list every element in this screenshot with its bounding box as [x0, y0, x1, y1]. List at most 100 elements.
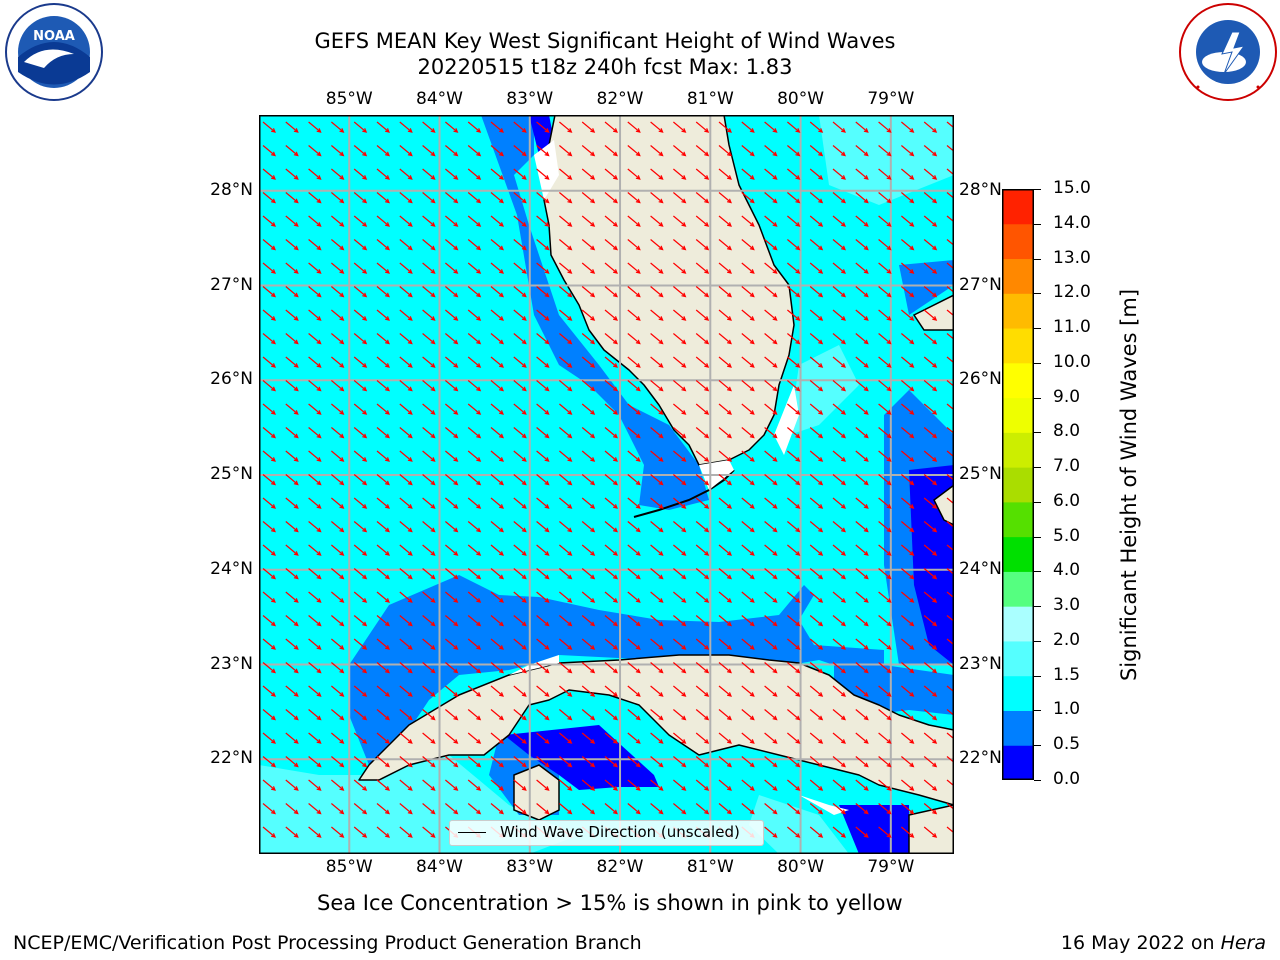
- wind-arrow: [695, 497, 710, 509]
- wind-arrow: [878, 427, 892, 439]
- wind-arrow: [673, 685, 687, 697]
- wind-arrow: [878, 262, 892, 274]
- lon-tick-label-top: 80°W: [777, 89, 825, 109]
- wind-arrow: [467, 497, 482, 509]
- wind-arrow: [513, 450, 527, 462]
- wind-arrow: [627, 544, 641, 556]
- wind-arrow: [787, 615, 801, 627]
- wind-arrow: [262, 685, 276, 697]
- colorbar-segment: [1002, 467, 1034, 503]
- wind-arrow: [581, 121, 596, 133]
- colorbar-tick-mark: [1034, 571, 1041, 573]
- wind-arrow: [695, 403, 710, 415]
- wind-arrow: [901, 638, 915, 650]
- wind-arrow: [262, 544, 276, 556]
- wind-arrow: [422, 497, 436, 509]
- wind-arrow: [604, 521, 618, 533]
- wind-arrow: [536, 168, 550, 180]
- wind-arrow: [308, 638, 322, 650]
- wind-arrow: [559, 427, 573, 439]
- wind-arrow: [376, 615, 390, 627]
- wind-arrow: [604, 286, 618, 298]
- wind-arrow: [559, 544, 573, 556]
- wind-arrow: [285, 403, 299, 415]
- wind-arrow: [855, 474, 869, 486]
- wind-arrow: [764, 568, 778, 580]
- wind-arrow: [513, 239, 527, 251]
- wind-arrow: [422, 803, 436, 815]
- wind-arrow: [536, 497, 550, 509]
- wind-arrow: [490, 145, 504, 157]
- wind-arrow: [490, 638, 504, 650]
- wind-arrow: [627, 450, 641, 462]
- wind-arrow: [490, 709, 504, 721]
- wind-arrow: [718, 239, 732, 251]
- legend-line-icon: [458, 832, 486, 833]
- wind-arrow: [422, 474, 436, 486]
- wind-arrow: [399, 450, 413, 462]
- wind-arrow: [901, 333, 915, 345]
- wind-arrow: [353, 826, 368, 838]
- wind-arrow: [809, 521, 824, 533]
- wind-arrow: [490, 403, 504, 415]
- wind-arrow: [467, 544, 482, 556]
- wind-arrow: [673, 403, 687, 415]
- wind-arrow: [285, 662, 299, 674]
- colorbar-segment: [1002, 745, 1034, 780]
- wind-arrow: [901, 662, 915, 674]
- wind-arrow: [353, 803, 368, 815]
- wind-arrow: [855, 826, 869, 838]
- wind-arrow: [627, 732, 641, 744]
- wind-arrow: [331, 450, 345, 462]
- wind-arrow: [650, 168, 664, 180]
- wind-arrow: [764, 333, 778, 345]
- wind-arrow: [809, 403, 824, 415]
- wind-arrow: [399, 803, 413, 815]
- wind-arrow: [741, 380, 755, 392]
- wind-arrow: [832, 521, 846, 533]
- wind-arrow: [764, 145, 778, 157]
- legend-label: Wind Wave Direction (unscaled): [500, 823, 740, 841]
- wind-arrow: [399, 615, 413, 627]
- wind-arrow: [878, 145, 892, 157]
- wind-arrow: [650, 121, 664, 133]
- wave-field-1.5-2.0: [259, 115, 954, 854]
- wind-arrow: [581, 192, 596, 204]
- wind-arrow: [331, 474, 345, 486]
- wind-arrow: [764, 803, 778, 815]
- wind-arrow: [809, 333, 824, 345]
- wind-arrow: [285, 333, 299, 345]
- wind-arrow: [536, 756, 550, 768]
- wind-arrow: [718, 779, 732, 791]
- wind-arrow: [673, 427, 687, 439]
- wind-arrow: [262, 262, 276, 274]
- wind-arrow: [650, 333, 664, 345]
- wind-arrow: [536, 544, 550, 556]
- wind-arrow: [787, 286, 801, 298]
- wind-arrow: [695, 427, 710, 439]
- wind-arrow: [809, 215, 824, 227]
- wind-arrow: [923, 239, 938, 251]
- wind-arrow: [901, 262, 915, 274]
- wind-arrow: [467, 591, 482, 603]
- wind-arrow: [901, 521, 915, 533]
- wind-arrow: [604, 333, 618, 345]
- wind-arrow: [673, 239, 687, 251]
- wind-arrow: [467, 615, 482, 627]
- wind-arrow: [673, 333, 687, 345]
- wind-arrow: [422, 356, 436, 368]
- wind-arrow: [764, 403, 778, 415]
- wind-arrow: [832, 286, 846, 298]
- wind-arrow: [855, 732, 869, 744]
- wind-arrow: [376, 192, 390, 204]
- wind-arrow: [741, 121, 755, 133]
- wind-arrow: [513, 779, 527, 791]
- wind-arrow: [764, 380, 778, 392]
- wind-arrow: [673, 709, 687, 721]
- wind-arrow: [399, 239, 413, 251]
- wind-arrow: [832, 544, 846, 556]
- colorbar-tick-mark: [1034, 189, 1041, 190]
- wind-arrow: [855, 685, 869, 697]
- wind-arrow: [832, 615, 846, 627]
- chart-subtitle: 20220515 t18z 240h fcst Max: 1.83: [417, 55, 793, 79]
